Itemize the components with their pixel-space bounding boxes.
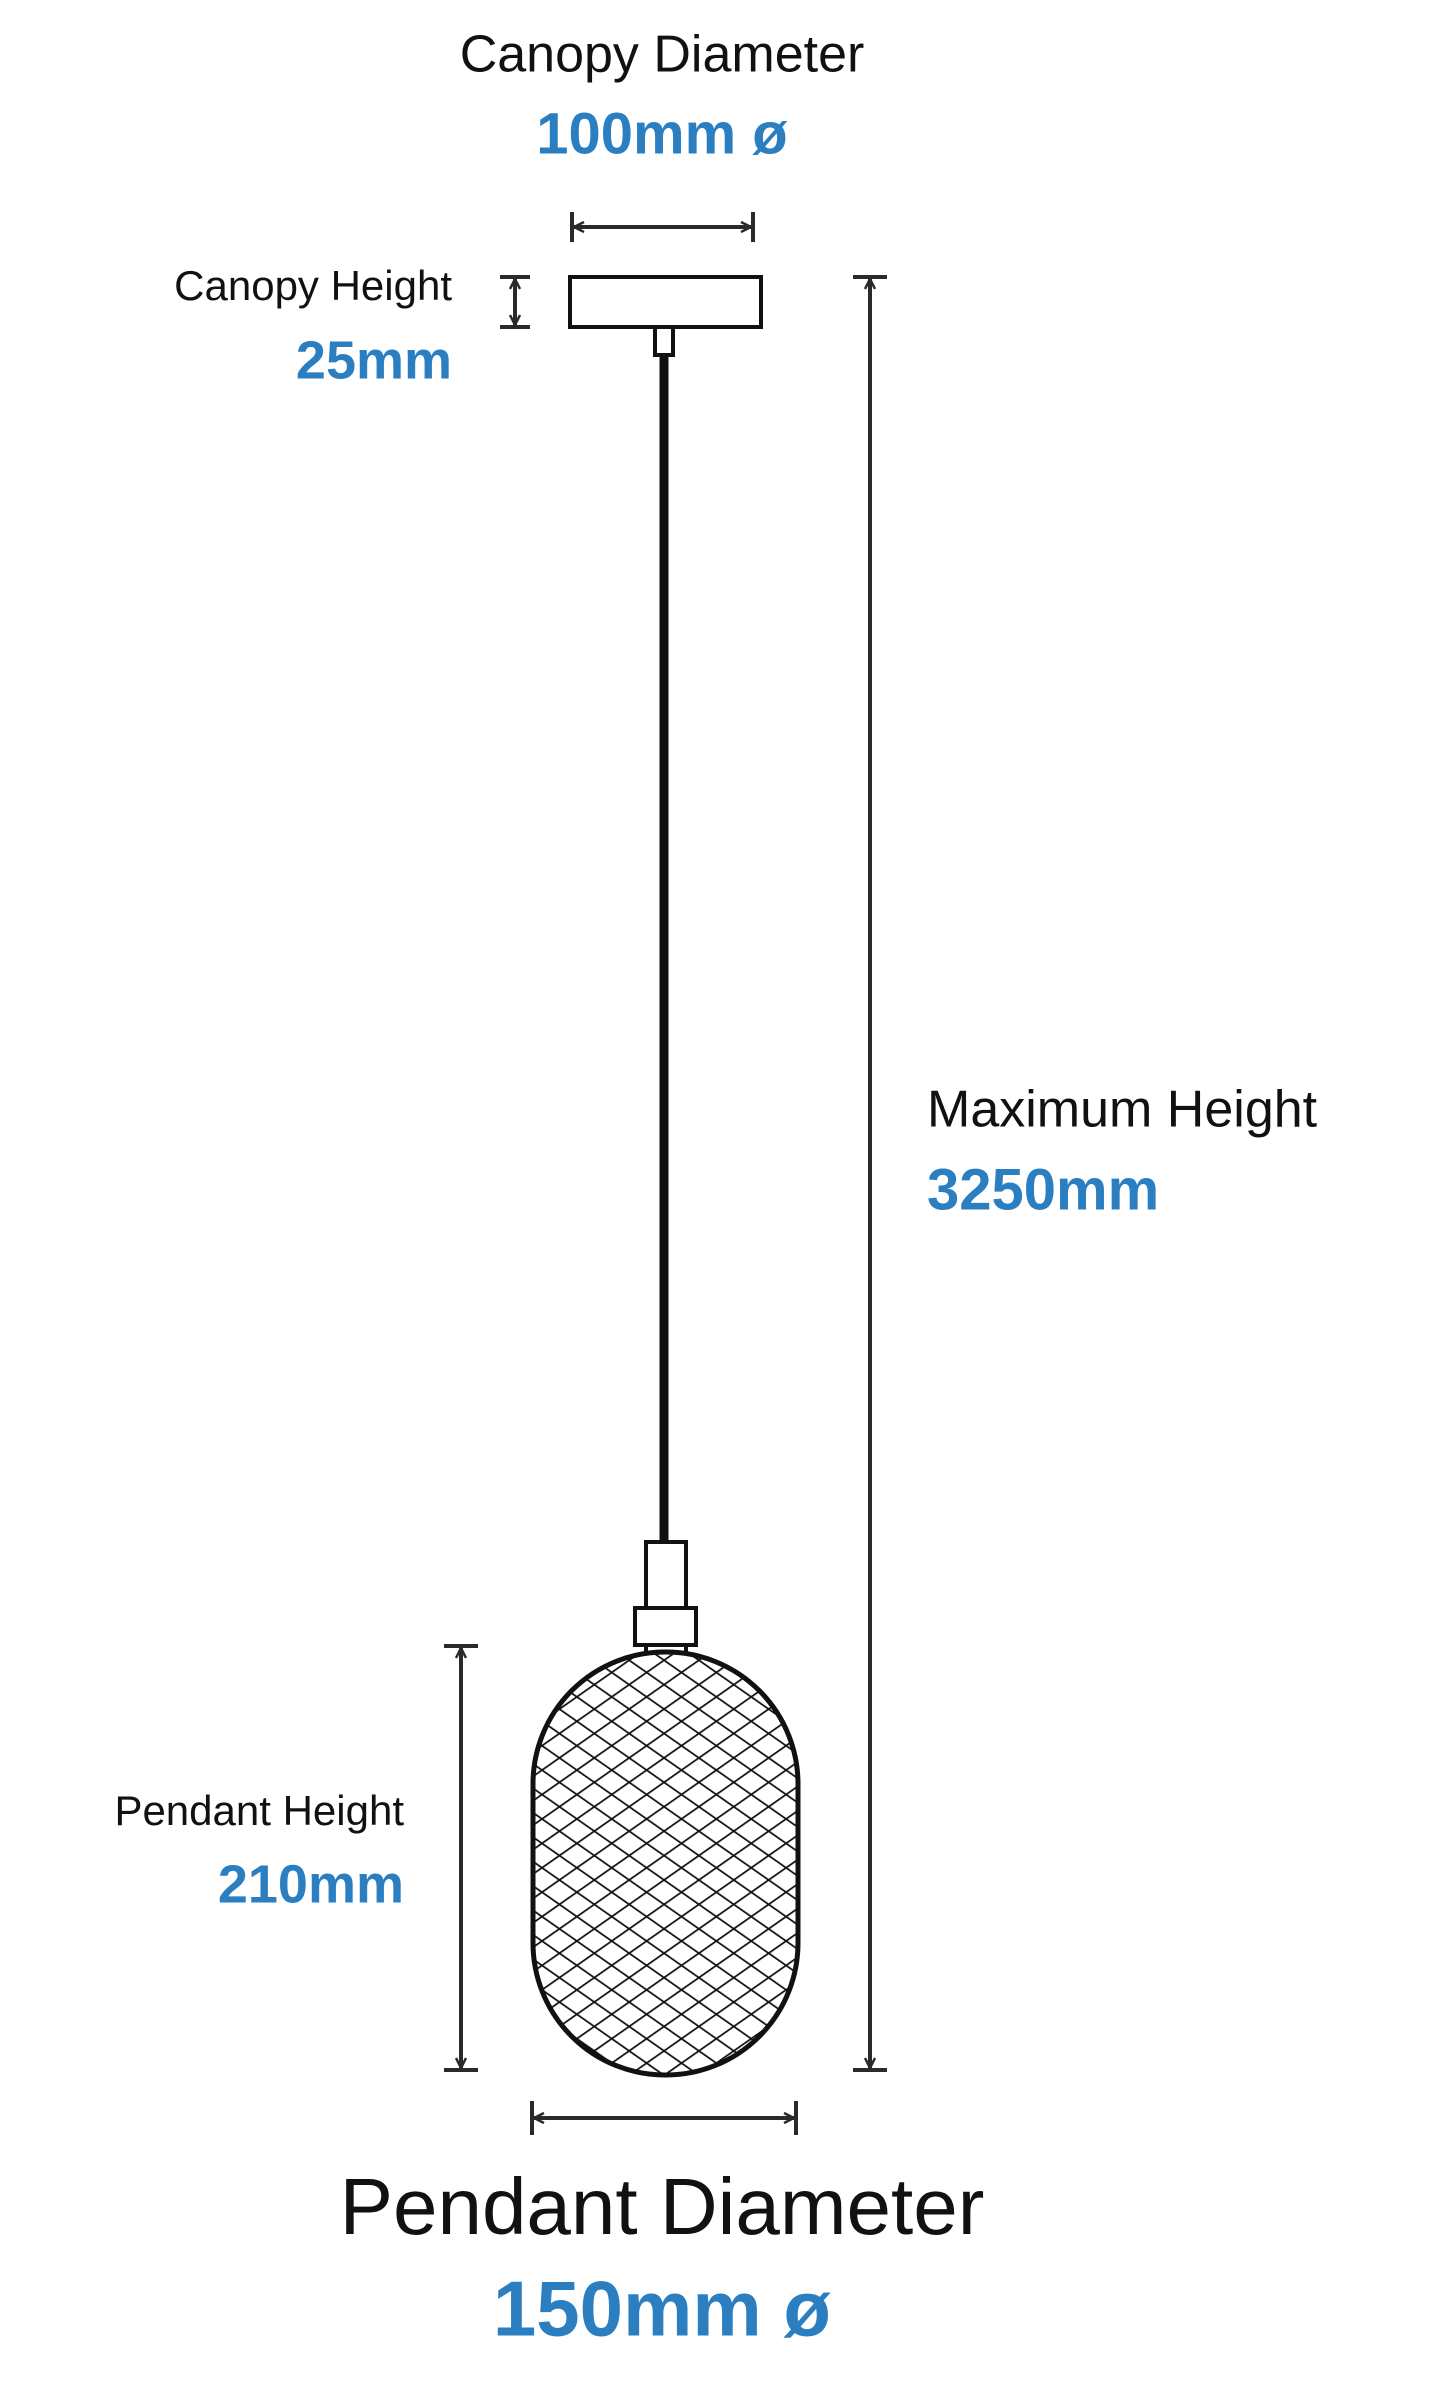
socket-ring <box>633 1606 698 1647</box>
maximum-height-value: 3250mm <box>927 1157 1159 1222</box>
socket <box>644 1540 688 1610</box>
pendant-diameter-value: 150mm ø <box>493 2265 832 2353</box>
canopy-diameter-value: 100mm ø <box>536 101 788 166</box>
canopy-diameter-label: Canopy Diameter <box>460 26 865 84</box>
shade-outline <box>530 1649 801 2078</box>
canopy-height-arrow <box>500 275 530 329</box>
pendant-height-value: 210mm <box>218 1854 404 1914</box>
canopy-height-value: 25mm <box>296 330 452 390</box>
pendant-diameter-arrow <box>530 2101 798 2135</box>
pendant-diameter-label: Pendant Diameter <box>340 2162 985 2251</box>
maximum-height-arrow <box>853 275 887 2072</box>
canopy-height-label: Canopy Height <box>174 262 452 309</box>
canopy <box>568 275 763 329</box>
pendant-light <box>530 275 801 2078</box>
canopy-connector <box>653 325 675 357</box>
maximum-height-label: Maximum Height <box>927 1081 1318 1139</box>
canopy-diameter-arrow <box>570 212 755 242</box>
mesh-shade <box>533 1652 798 2075</box>
pendant-height-arrow <box>444 1644 478 2072</box>
pendant-height-label: Pendant Height <box>114 1787 404 1834</box>
